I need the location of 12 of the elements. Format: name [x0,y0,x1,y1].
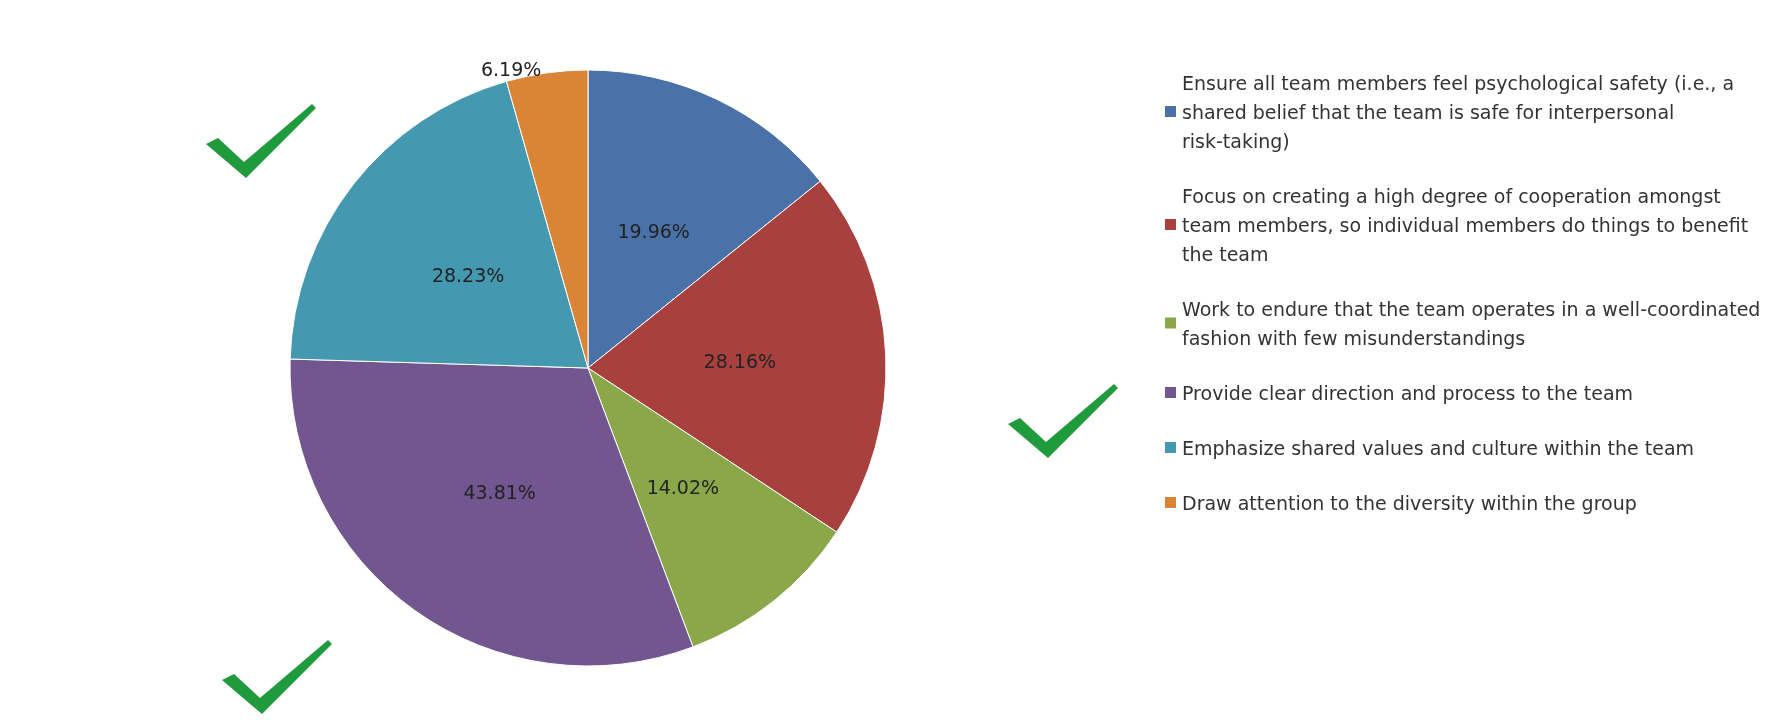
legend-label: Ensure all team members feel psychological safety (i.e., a shared belief that the team is safe for interpersonal risk-taking) [1182,71,1741,152]
data-label: 28.23% [431,263,505,286]
legend-label: Emphasize shared values and culture within the team [1182,436,1695,459]
legend-label: Work to endure that the team operates in a well-coordinated fashion with few misunderstandings [1182,297,1767,349]
data-label: 6.19% [480,57,542,80]
legend-label: Provide clear direction and process to the team [1182,381,1634,404]
data-label: 43.81% [463,480,536,503]
data-label: 19.96% [617,219,690,242]
legend-label: Focus on creating a high degree of cooperation amongst team members, so individual members do things to benefit the team [1182,184,1755,265]
data-label: 14.02% [646,475,720,498]
legend-label: Draw attention to the diversity within the group [1182,491,1637,514]
data-label: 28.16% [703,349,777,372]
